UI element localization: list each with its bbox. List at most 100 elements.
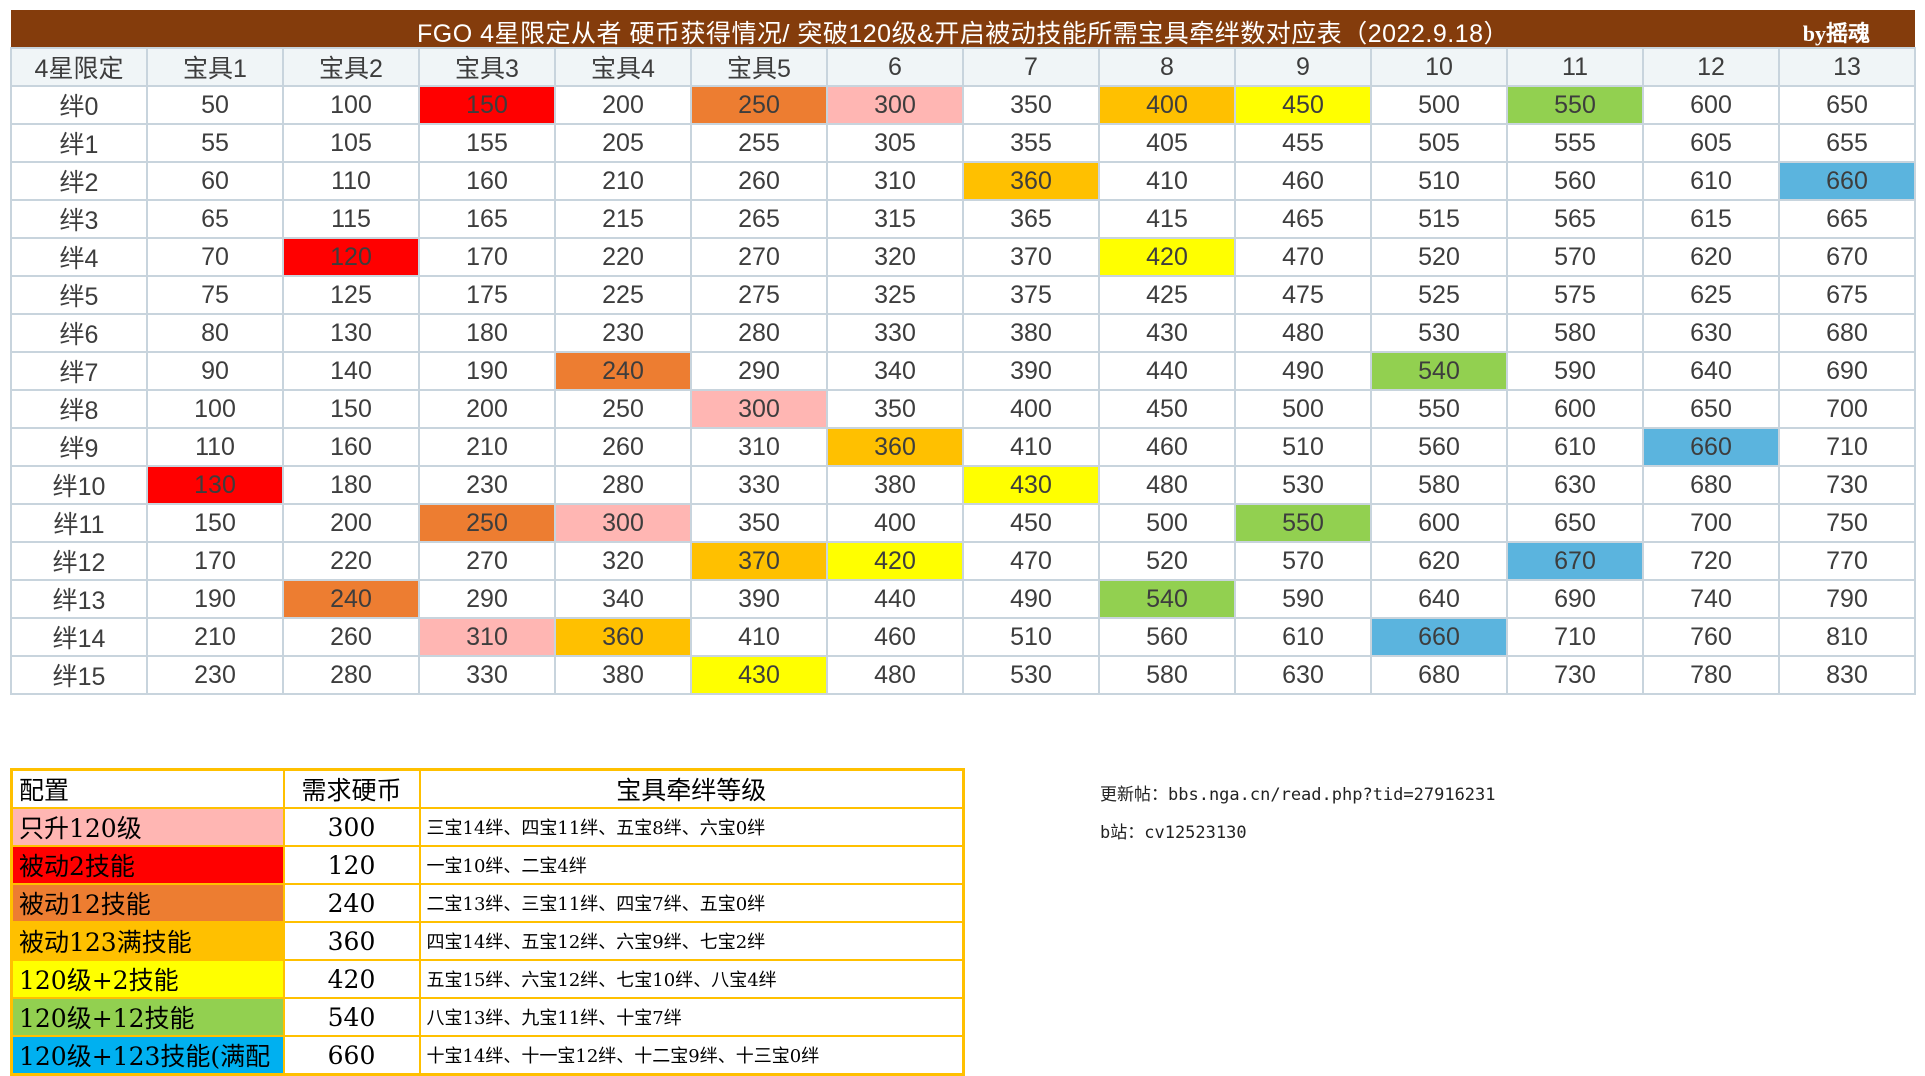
value-cell: 550 — [1370, 389, 1508, 429]
value-cell: 230 — [418, 465, 556, 505]
value-cell: 390 — [690, 579, 828, 619]
row-label: 绊12 — [10, 541, 148, 581]
value-cell: 310 — [826, 161, 964, 201]
value-cell: 525 — [1370, 275, 1508, 315]
value-cell: 125 — [282, 275, 420, 315]
value-cell: 380 — [554, 655, 692, 695]
table-row: 绊15 230 280 330 380 430 480 530 580 630 680 730 780 8… — [10, 655, 1916, 695]
table-row: 绊14 210 260 310 360 410 460 510 560 610 660 710 760 8… — [10, 617, 1916, 657]
column-header: 宝具1 — [146, 47, 284, 87]
value-cell: 280 — [282, 655, 420, 695]
table-row: 绊1 55 105 155 205 255 305 355 405 455 505 555 605 655 — [10, 123, 1916, 163]
table-row: 绊5 75 125 175 225 275 325 375 425 475 525 575 625 675 — [10, 275, 1916, 315]
value-cell: 650 — [1778, 85, 1916, 125]
value-cell: 450 — [1098, 389, 1236, 429]
value-cell: 325 — [826, 275, 964, 315]
legend-coins: 420 — [282, 959, 421, 999]
value-cell: 80 — [146, 313, 284, 353]
bilibili-ref: b站：cv12523130 — [1100, 823, 1247, 843]
value-cell: 220 — [554, 237, 692, 277]
legend-levels: 四宝14绊、五宝12绊、六宝9绊、七宝2绊 — [418, 921, 965, 961]
value-cell: 150 — [146, 503, 284, 543]
column-header: 12 — [1642, 47, 1780, 87]
highlighted-value-cell: 550 — [1506, 85, 1644, 125]
row-label: 绊7 — [10, 351, 148, 391]
legend-row: 被动123满技能 360 四宝14绊、五宝12绊、六宝9绊、七宝2绊 — [10, 921, 965, 961]
value-cell: 600 — [1370, 503, 1508, 543]
value-cell: 275 — [690, 275, 828, 315]
legend-row: 只升120级 300 三宝14绊、四宝11绊、五宝8绊、六宝0绊 — [10, 807, 965, 847]
value-cell: 150 — [282, 389, 420, 429]
value-cell: 110 — [282, 161, 420, 201]
value-cell: 470 — [962, 541, 1100, 581]
row-label: 绊0 — [10, 85, 148, 125]
legend-config: 被动123满技能 — [10, 921, 285, 961]
value-cell: 290 — [690, 351, 828, 391]
update-post-link[interactable]: 更新帖：bbs.nga.cn/read.php?tid=27916231 — [1100, 785, 1496, 805]
legend-header-row: 配置 需求硬币 宝具牵绊等级 — [10, 768, 965, 809]
value-cell: 165 — [418, 199, 556, 239]
column-header: 宝具3 — [418, 47, 556, 87]
value-cell: 375 — [962, 275, 1100, 315]
value-cell: 230 — [554, 313, 692, 353]
value-cell: 250 — [554, 389, 692, 429]
value-cell: 215 — [554, 199, 692, 239]
legend-levels: 三宝14绊、四宝11绊、五宝8绊、六宝0绊 — [418, 807, 965, 847]
value-cell: 280 — [554, 465, 692, 505]
value-cell: 460 — [1234, 161, 1372, 201]
column-header: 7 — [962, 47, 1100, 87]
value-cell: 700 — [1642, 503, 1780, 543]
value-cell: 210 — [418, 427, 556, 467]
highlighted-value-cell: 240 — [554, 351, 692, 391]
value-cell: 630 — [1506, 465, 1644, 505]
legend-table: 配置 需求硬币 宝具牵绊等级 只升120级 300 三宝14绊、四宝11绊、五宝8绊… — [10, 768, 965, 1076]
value-cell: 260 — [282, 617, 420, 657]
value-cell: 730 — [1506, 655, 1644, 695]
table-row: 绊11 150 200 250 300 350 400 450 500 550 600 650 700 7… — [10, 503, 1916, 543]
highlighted-value-cell: 660 — [1370, 617, 1508, 657]
legend-config: 被动12技能 — [10, 883, 285, 923]
highlighted-value-cell: 240 — [282, 579, 420, 619]
value-cell: 230 — [146, 655, 284, 695]
value-cell: 320 — [826, 237, 964, 277]
row-label: 绊2 — [10, 161, 148, 201]
value-cell: 370 — [962, 237, 1100, 277]
value-cell: 560 — [1098, 617, 1236, 657]
highlighted-value-cell: 540 — [1098, 579, 1236, 619]
row-label: 绊9 — [10, 427, 148, 467]
value-cell: 680 — [1370, 655, 1508, 695]
row-label: 绊11 — [10, 503, 148, 543]
value-cell: 770 — [1778, 541, 1916, 581]
value-cell: 210 — [146, 617, 284, 657]
value-cell: 580 — [1370, 465, 1508, 505]
value-cell: 490 — [1234, 351, 1372, 391]
value-cell: 430 — [1098, 313, 1236, 353]
value-cell: 580 — [1098, 655, 1236, 695]
highlighted-value-cell: 300 — [554, 503, 692, 543]
value-cell: 515 — [1370, 199, 1508, 239]
value-cell: 520 — [1370, 237, 1508, 277]
value-cell: 265 — [690, 199, 828, 239]
legend-coins: 360 — [282, 921, 421, 961]
highlighted-value-cell: 360 — [962, 161, 1100, 201]
highlighted-value-cell: 400 — [1098, 85, 1236, 125]
highlighted-value-cell: 420 — [826, 541, 964, 581]
value-cell: 530 — [1234, 465, 1372, 505]
value-cell: 115 — [282, 199, 420, 239]
value-cell: 625 — [1642, 275, 1780, 315]
value-cell: 760 — [1642, 617, 1780, 657]
value-cell: 315 — [826, 199, 964, 239]
value-cell: 190 — [146, 579, 284, 619]
value-cell: 460 — [826, 617, 964, 657]
legend-row: 被动12技能 240 二宝13绊、三宝11绊、四宝7绊、五宝0绊 — [10, 883, 965, 923]
value-cell: 260 — [554, 427, 692, 467]
row-label: 绊13 — [10, 579, 148, 619]
notes: 更新帖：bbs.nga.cn/read.php?tid=27916231 b站：… — [1100, 776, 1496, 852]
value-cell: 610 — [1234, 617, 1372, 657]
legend-config: 120级+2技能 — [10, 959, 285, 999]
value-cell: 105 — [282, 123, 420, 163]
value-cell: 500 — [1234, 389, 1372, 429]
value-cell: 405 — [1098, 123, 1236, 163]
header-corner: 4星限定 — [10, 47, 148, 87]
value-cell: 610 — [1642, 161, 1780, 201]
